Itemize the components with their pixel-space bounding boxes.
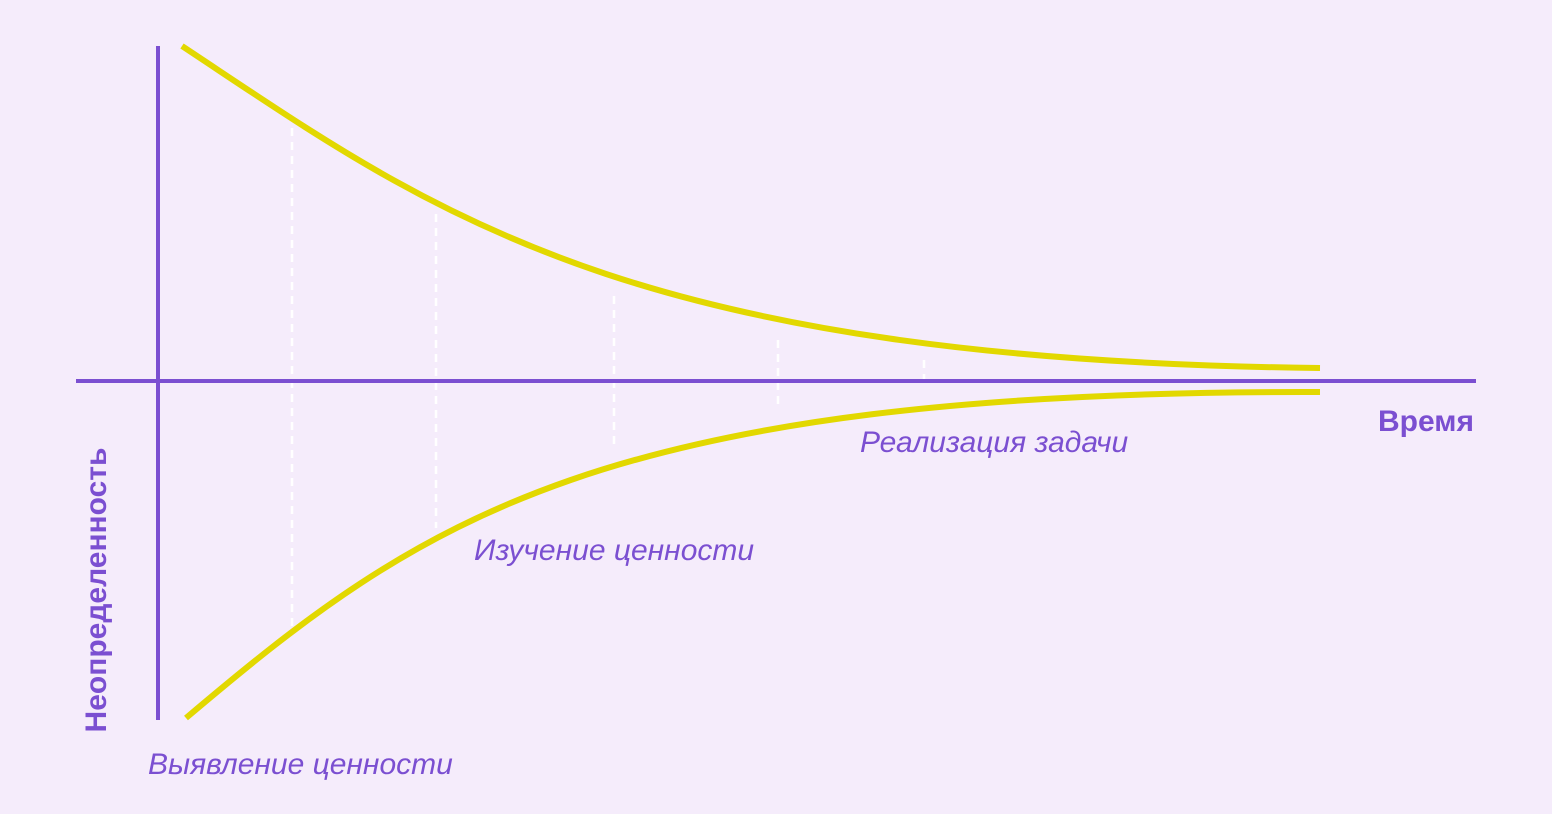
- lower-uncertainty-curve: [184, 388, 1321, 721]
- phase-label-exploration: Изучение ценности: [474, 534, 754, 567]
- y-axis-label: Неопределенность: [80, 448, 113, 733]
- x-axis-label: Время: [1378, 405, 1474, 438]
- upper-uncertainty-curve: [180, 43, 1321, 371]
- phase-label-discovery: Выявление ценности: [148, 748, 453, 781]
- phase-label-implementation: Реализация задачи: [860, 426, 1129, 459]
